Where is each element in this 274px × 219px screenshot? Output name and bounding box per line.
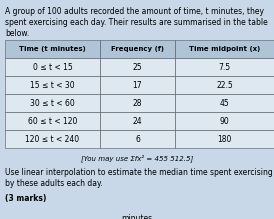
Bar — [5, 130, 100, 148]
Bar — [175, 76, 274, 94]
Text: minutes: minutes — [121, 214, 153, 219]
Text: below.: below. — [5, 29, 29, 38]
Bar — [5, 58, 100, 76]
Text: spent exercising each day. Their results are summarised in the table: spent exercising each day. Their results… — [5, 18, 268, 27]
Text: 60 ≤ t < 120: 60 ≤ t < 120 — [28, 117, 77, 125]
Text: 120 ≤ t < 240: 120 ≤ t < 240 — [25, 134, 79, 143]
Text: A group of 100 adults recorded the amount of time, t minutes, they: A group of 100 adults recorded the amoun… — [5, 7, 264, 16]
Text: by these adults each day.: by these adults each day. — [5, 179, 103, 188]
Bar — [175, 94, 274, 112]
Bar — [100, 58, 175, 76]
Bar — [5, 76, 100, 94]
Text: Time (t minutes): Time (t minutes) — [19, 46, 86, 52]
Bar — [175, 112, 274, 130]
Bar — [100, 94, 175, 112]
Bar — [100, 40, 175, 58]
Text: 17: 17 — [133, 81, 142, 90]
Bar — [100, 130, 175, 148]
Text: Time midpoint (x): Time midpoint (x) — [189, 46, 260, 52]
Text: 0 ≤ t < 15: 0 ≤ t < 15 — [33, 62, 72, 71]
Text: 7.5: 7.5 — [218, 62, 230, 71]
Bar — [5, 112, 100, 130]
Text: 180: 180 — [217, 134, 232, 143]
Text: 15 ≤ t < 30: 15 ≤ t < 30 — [30, 81, 75, 90]
Bar — [175, 58, 274, 76]
Text: [You may use Σfx² = 455 512.5]: [You may use Σfx² = 455 512.5] — [81, 154, 193, 162]
Bar — [100, 112, 175, 130]
Text: 28: 28 — [133, 99, 142, 108]
Text: 24: 24 — [133, 117, 142, 125]
Text: (3 marks): (3 marks) — [5, 194, 46, 203]
Bar — [175, 40, 274, 58]
Text: Use linear interpolation to estimate the median time spent exercising: Use linear interpolation to estimate the… — [5, 168, 273, 177]
Bar — [5, 94, 100, 112]
Text: 30 ≤ t < 60: 30 ≤ t < 60 — [30, 99, 75, 108]
Text: 6: 6 — [135, 134, 140, 143]
Text: 90: 90 — [220, 117, 229, 125]
Text: 25: 25 — [133, 62, 142, 71]
Text: 45: 45 — [220, 99, 229, 108]
Bar — [100, 76, 175, 94]
Text: Frequency (f): Frequency (f) — [111, 46, 164, 52]
Bar — [175, 130, 274, 148]
Text: 22.5: 22.5 — [216, 81, 233, 90]
Bar — [5, 40, 100, 58]
